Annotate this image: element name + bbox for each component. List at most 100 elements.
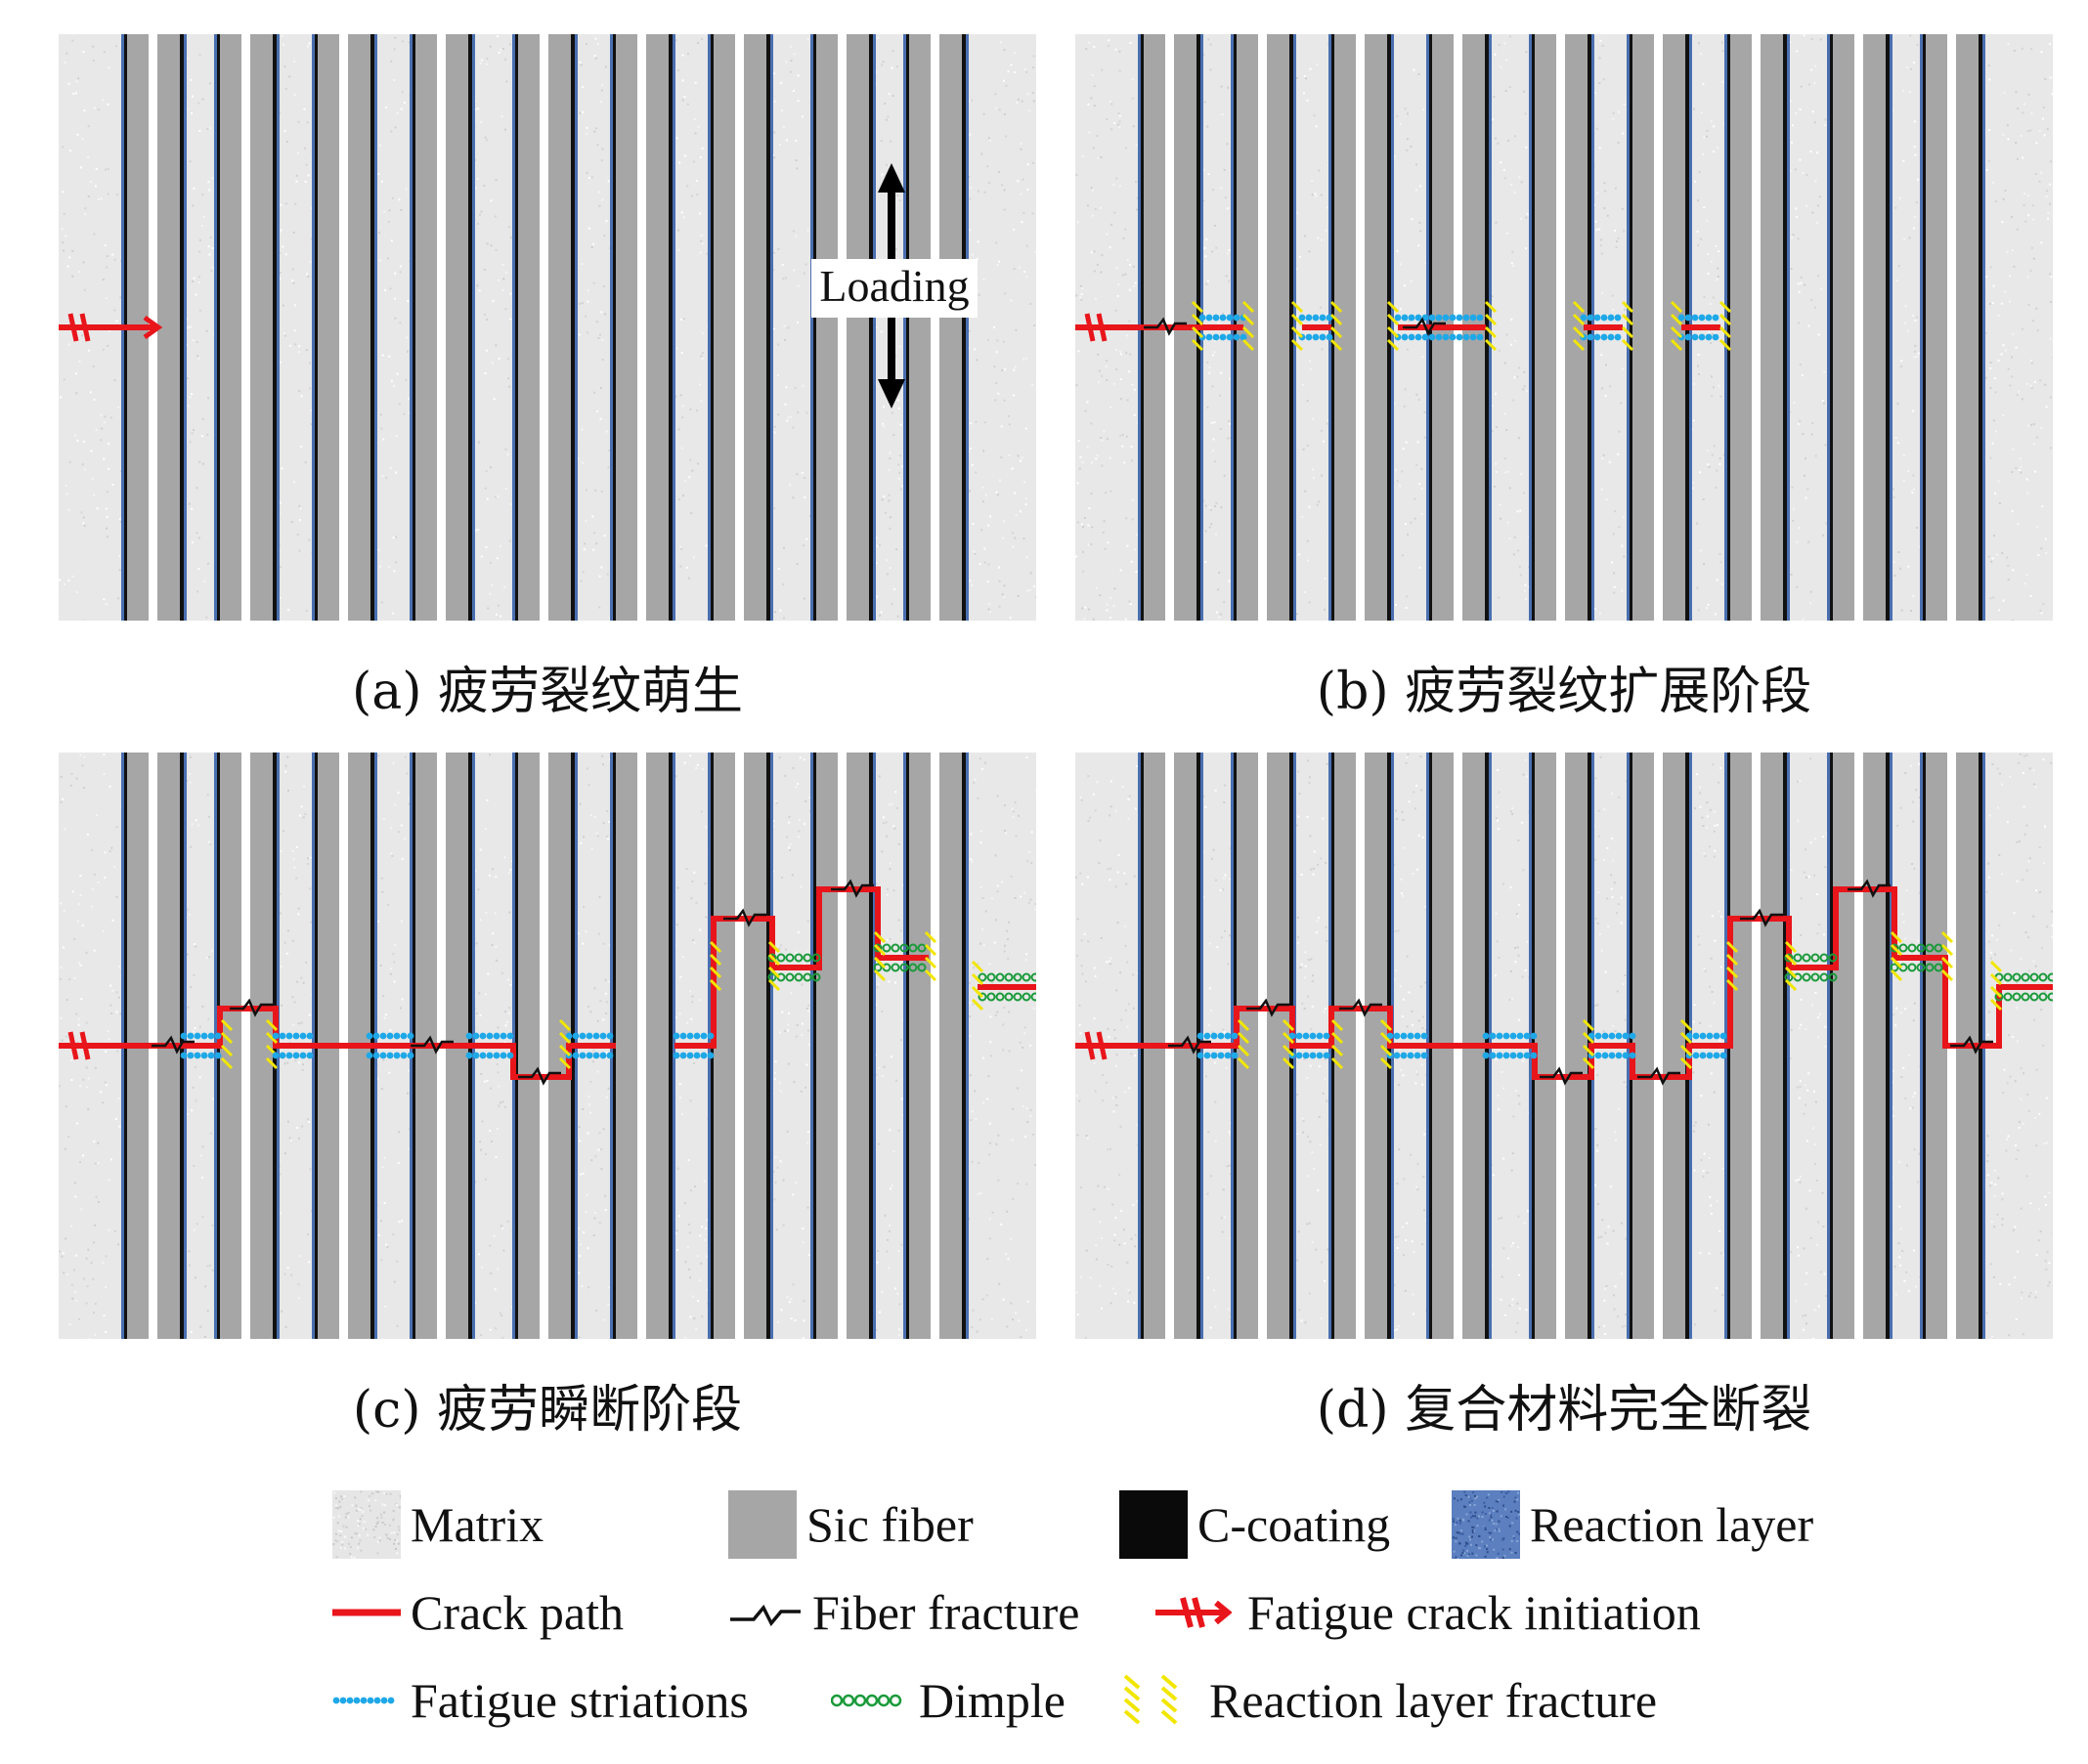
reaction-layer <box>610 34 613 621</box>
fatigue-crack-initiation-icon <box>1153 1578 1232 1647</box>
fiber-core <box>540 34 548 621</box>
fiber-core <box>931 753 939 1339</box>
c-coating <box>370 34 374 621</box>
panel-a: Loading <box>59 34 1036 621</box>
caption-b: (b) 疲劳裂纹扩展阶段 <box>1075 650 2053 723</box>
reaction-layer <box>810 753 813 1339</box>
fiber-core <box>637 753 646 1339</box>
legend-crack-path-label: Crack path <box>411 1584 624 1641</box>
fiber-core <box>838 753 847 1339</box>
fiber-core <box>1947 34 1956 621</box>
fiber-core <box>1752 753 1761 1339</box>
reaction-layer-swatch-icon <box>1452 1490 1520 1559</box>
matrix-swatch-icon <box>332 1490 401 1559</box>
crack-path-icon <box>332 1578 401 1647</box>
reaction-layer <box>1920 753 1923 1339</box>
reaction-layer <box>966 34 969 621</box>
reaction-layer <box>1489 34 1492 621</box>
fiber-core <box>838 34 847 621</box>
c-coating <box>869 34 873 621</box>
caption-d: (d) 复合材料完全断裂 <box>1075 1368 2053 1441</box>
c-coating <box>669 34 673 621</box>
legend-sic-fiber-label: Sic fiber <box>806 1496 974 1553</box>
fiber <box>610 34 675 621</box>
fiber-core <box>1556 34 1565 621</box>
fiber-core <box>339 34 348 621</box>
fiber <box>512 34 578 621</box>
c-coating <box>669 753 673 1339</box>
reaction-layer-fracture-icon <box>1119 1666 1194 1735</box>
reaction-layer <box>374 34 377 621</box>
fiber <box>1827 34 1892 621</box>
panel-d <box>1075 753 2053 1339</box>
fiber-core <box>1752 34 1761 621</box>
panel-b <box>1075 34 2053 621</box>
c-coating <box>1886 34 1890 621</box>
fiber <box>410 34 475 621</box>
legend-reaction-layer: Reaction layer <box>1452 1490 1813 1559</box>
reaction-layer <box>277 34 280 621</box>
c-coating <box>962 753 966 1339</box>
reaction-layer <box>214 34 217 621</box>
fiber <box>708 753 773 1339</box>
reaction-layer <box>1827 34 1830 621</box>
fiber-swatch-icon <box>728 1490 797 1559</box>
reaction-layer <box>410 34 413 621</box>
fiber-core <box>1356 753 1365 1339</box>
reaction-layer <box>873 753 876 1339</box>
fiber-core <box>241 753 250 1339</box>
fiber <box>1827 753 1892 1339</box>
fiber-core <box>1654 34 1663 621</box>
c-coating <box>1886 753 1890 1339</box>
reaction-layer <box>1890 753 1892 1339</box>
fiber-core <box>1356 34 1365 621</box>
legend-c-coating-label: C-coating <box>1197 1496 1390 1553</box>
c-coating <box>1783 753 1787 1339</box>
reaction-layer <box>903 34 906 621</box>
reaction-layer <box>1890 34 1892 621</box>
c-coating <box>1979 34 1982 621</box>
reaction-layer <box>1982 34 1985 621</box>
fatigue-striations-icon <box>332 1666 401 1735</box>
legend-matrix: Matrix <box>332 1490 544 1559</box>
reaction-layer <box>903 753 906 1339</box>
reaction-layer <box>512 34 515 621</box>
reaction-layer <box>1391 34 1394 621</box>
c-coating <box>962 34 966 621</box>
fiber <box>1920 34 1985 621</box>
fiber-core <box>1258 753 1267 1339</box>
legend-sic-fiber: Sic fiber <box>728 1490 974 1559</box>
fiber <box>610 753 675 1339</box>
legend-fatigue-striations-label: Fatigue striations <box>411 1672 749 1729</box>
fiber <box>1328 34 1394 621</box>
legend-fiber-fracture: Fiber fracture <box>728 1578 1079 1647</box>
fiber <box>810 753 876 1339</box>
fiber-core <box>1258 34 1267 621</box>
fiber <box>1328 753 1394 1339</box>
fiber <box>903 34 969 621</box>
fiber <box>708 34 773 621</box>
c-coating <box>869 753 873 1339</box>
c-coating <box>766 753 770 1339</box>
panel-c-diagram <box>59 753 1036 1339</box>
legend: Matrix Sic fiber C-coating Reaction laye… <box>293 1471 1857 1764</box>
reaction-layer <box>1724 34 1727 621</box>
legend-c-coating: C-coating <box>1119 1490 1390 1559</box>
reaction-layer <box>312 34 315 621</box>
fiber <box>810 34 876 621</box>
reaction-layer <box>1787 753 1790 1339</box>
fiber-fracture-icon <box>728 1578 803 1647</box>
fiber-core <box>735 753 744 1339</box>
panel-c <box>59 753 1036 1339</box>
reaction-layer <box>770 34 773 621</box>
fiber <box>903 753 969 1339</box>
fiber-core <box>540 753 548 1339</box>
reaction-layer <box>673 34 675 621</box>
c-coating <box>180 34 184 621</box>
legend-fatigue-striations: Fatigue striations <box>332 1666 749 1735</box>
caption-a: (a) 疲劳裂纹萌生 <box>59 650 1036 723</box>
fiber-core <box>637 34 646 621</box>
legend-matrix-label: Matrix <box>411 1496 544 1553</box>
c-coating <box>468 34 472 621</box>
legend-fatigue-crack-initiation: Fatigue crack initiation <box>1153 1578 1701 1647</box>
